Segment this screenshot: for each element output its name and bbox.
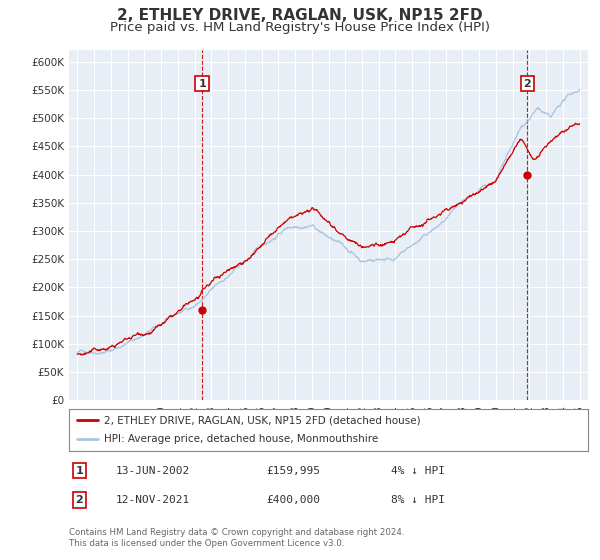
Text: 1: 1 (198, 78, 206, 88)
Text: This data is licensed under the Open Government Licence v3.0.: This data is licensed under the Open Gov… (69, 539, 344, 548)
Text: 2: 2 (76, 495, 83, 505)
Text: 2: 2 (523, 78, 531, 88)
Text: 8% ↓ HPI: 8% ↓ HPI (391, 495, 445, 505)
Text: 13-JUN-2002: 13-JUN-2002 (116, 465, 190, 475)
Text: £400,000: £400,000 (266, 495, 320, 505)
Text: HPI: Average price, detached house, Monmouthshire: HPI: Average price, detached house, Monm… (104, 435, 379, 445)
Text: 4% ↓ HPI: 4% ↓ HPI (391, 465, 445, 475)
Text: Contains HM Land Registry data © Crown copyright and database right 2024.: Contains HM Land Registry data © Crown c… (69, 528, 404, 536)
Text: 2, ETHLEY DRIVE, RAGLAN, USK, NP15 2FD: 2, ETHLEY DRIVE, RAGLAN, USK, NP15 2FD (117, 8, 483, 24)
Text: Price paid vs. HM Land Registry's House Price Index (HPI): Price paid vs. HM Land Registry's House … (110, 21, 490, 34)
Text: 1: 1 (76, 465, 83, 475)
Text: 2, ETHLEY DRIVE, RAGLAN, USK, NP15 2FD (detached house): 2, ETHLEY DRIVE, RAGLAN, USK, NP15 2FD (… (104, 415, 421, 425)
Text: 12-NOV-2021: 12-NOV-2021 (116, 495, 190, 505)
Text: £159,995: £159,995 (266, 465, 320, 475)
